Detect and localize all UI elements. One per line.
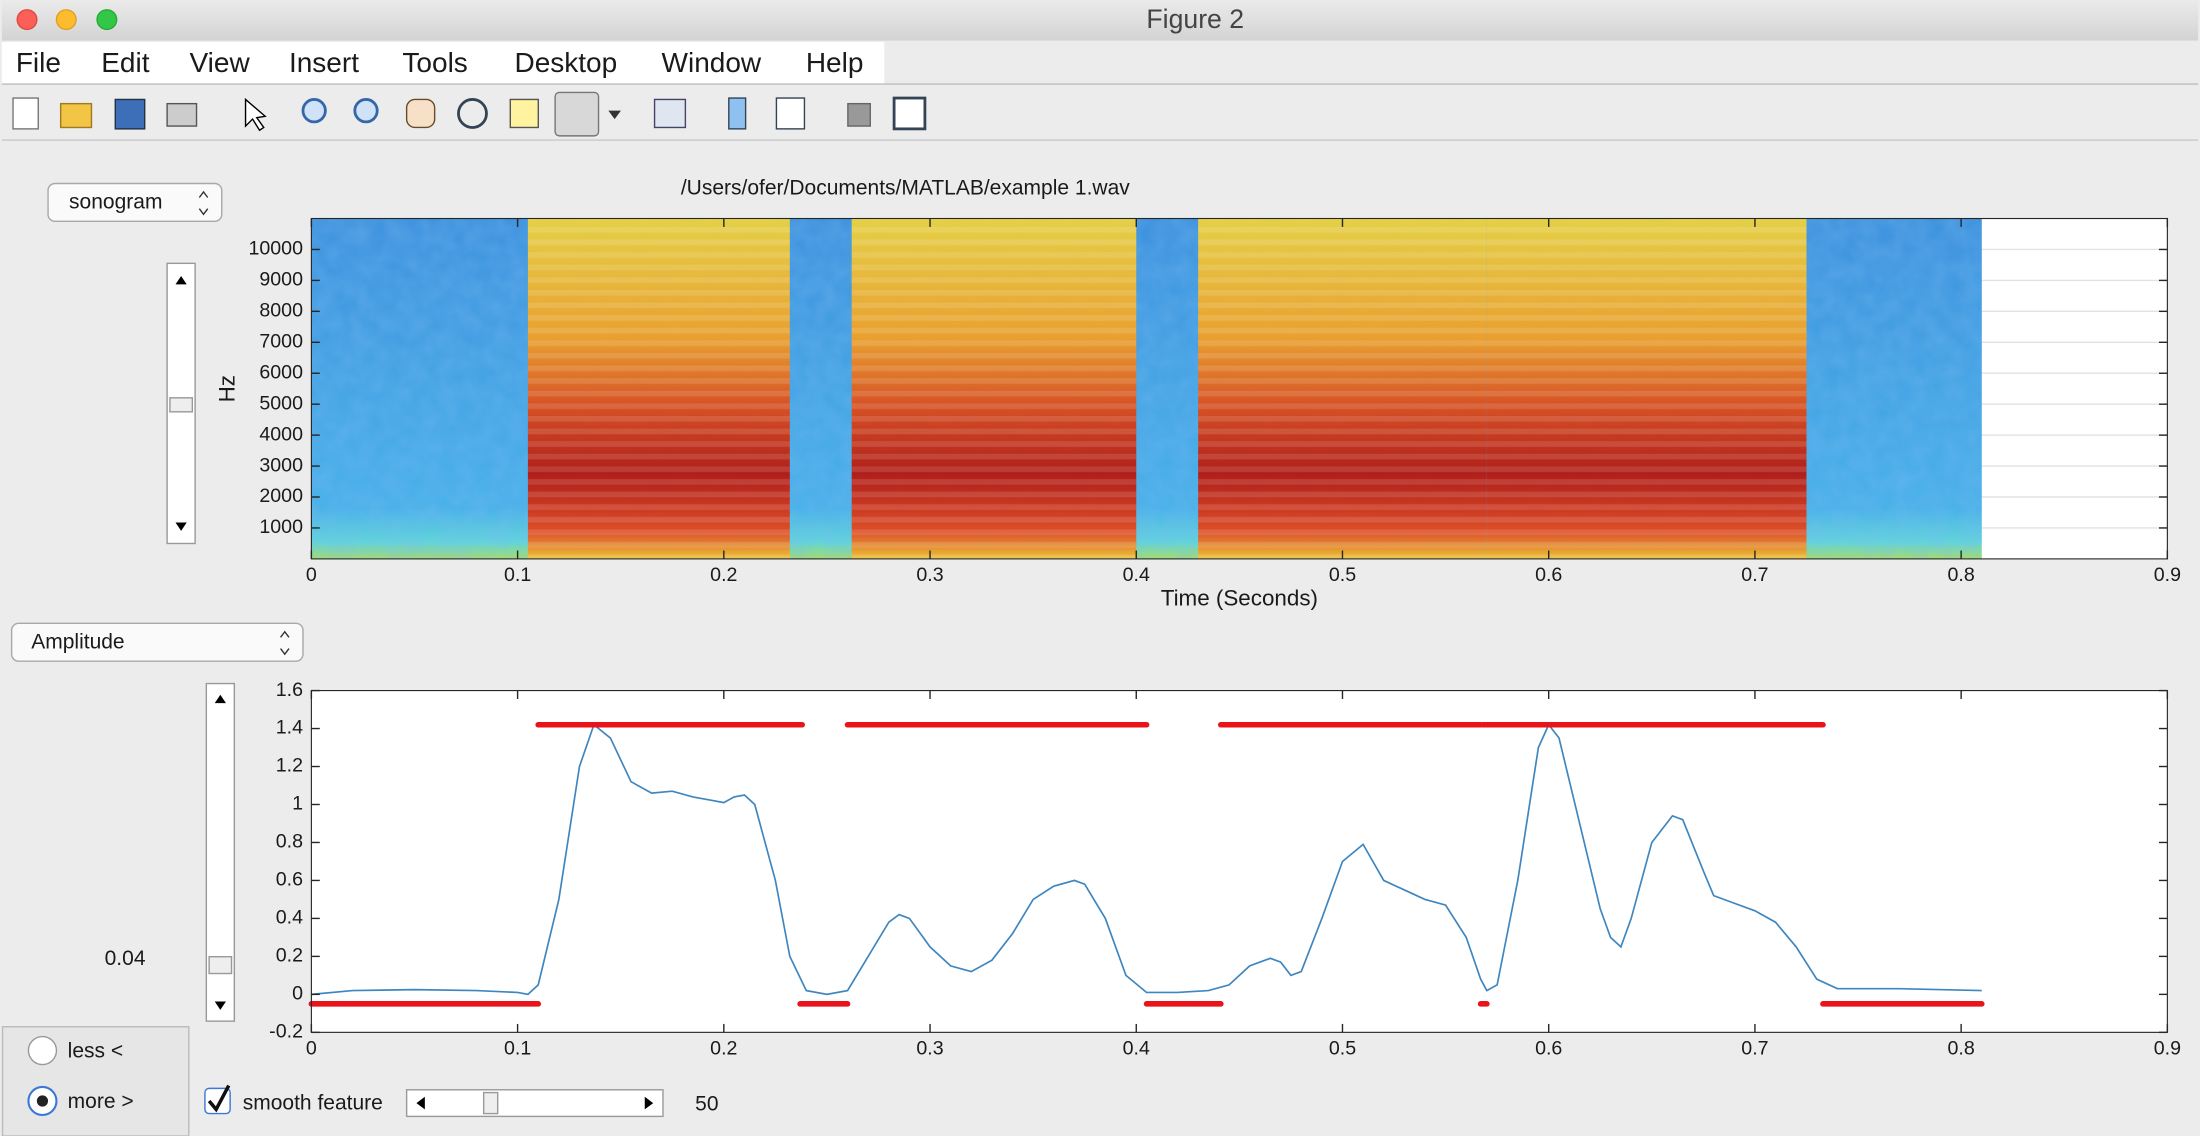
smooth-value: 50 — [695, 1093, 718, 1116]
x-tick-label: 0.8 — [1948, 1037, 1975, 1059]
harmonic-stripes — [1198, 219, 1487, 559]
smooth-slider-thumb[interactable] — [484, 1093, 498, 1114]
harmonic-stripes — [1487, 219, 1807, 559]
x-tick-label: 0.3 — [916, 1037, 943, 1059]
pan-icon[interactable] — [407, 99, 435, 127]
y-tick-label: 1.6 — [276, 679, 303, 701]
smooth-label: smooth feature — [243, 1091, 383, 1114]
y-tick-label: 10000 — [248, 238, 303, 260]
menu-item[interactable]: Window — [662, 47, 762, 78]
y-axis-label: Hz — [215, 375, 240, 402]
menu-item[interactable]: Help — [806, 47, 864, 78]
title-bar — [2, 0, 2198, 41]
axes-background — [311, 691, 2167, 1033]
x-tick-label: 0.2 — [710, 564, 737, 586]
colorbar-icon[interactable] — [729, 98, 746, 129]
zoom-button[interactable] — [97, 10, 117, 30]
window-title: Figure 2 — [1146, 4, 1244, 34]
menu-item[interactable]: Insert — [289, 47, 359, 78]
new-icon[interactable] — [13, 98, 38, 129]
radio-less-label: less < — [68, 1040, 123, 1063]
smooth-slider[interactable] — [407, 1090, 663, 1117]
y-tick-label: 8000 — [259, 300, 303, 322]
y-tick-label: 1.4 — [276, 717, 303, 739]
minimize-button[interactable] — [56, 10, 76, 30]
harmonic-stripes — [528, 219, 790, 559]
y-tick-label: 7000 — [259, 330, 303, 352]
y-tick-label: 1.2 — [276, 755, 303, 777]
menu-item[interactable]: Tools — [402, 47, 467, 78]
x-tick-label: 0.7 — [1741, 1037, 1768, 1059]
y-tick-label: 0.4 — [276, 907, 303, 929]
y-tick-label: 0.6 — [276, 869, 303, 891]
menu-item[interactable]: View — [190, 47, 251, 78]
menu-item[interactable]: Desktop — [514, 47, 617, 78]
legend-icon[interactable] — [776, 98, 804, 129]
menu-item[interactable]: File — [16, 47, 61, 78]
hide-tools-icon[interactable] — [848, 104, 870, 126]
x-tick-label: 0.6 — [1535, 1037, 1562, 1059]
y-tick-label: 0.2 — [276, 945, 303, 967]
x-tick-label: 0.5 — [1329, 564, 1356, 586]
brush-icon[interactable] — [555, 92, 598, 135]
save-icon[interactable] — [115, 99, 144, 128]
x-tick-label: 0.1 — [504, 1037, 531, 1059]
top-popup-label: sonogram — [69, 191, 162, 214]
open-icon[interactable] — [61, 104, 92, 128]
radio-more-label: more > — [68, 1090, 134, 1113]
chart-title: /Users/ofer/Documents/MATLAB/example 1.w… — [681, 177, 1130, 200]
harmonic-stripes — [852, 219, 1137, 559]
link-icon[interactable] — [655, 99, 686, 127]
x-tick-label: 0.3 — [916, 564, 943, 586]
top-slider-thumb[interactable] — [170, 398, 192, 412]
x-tick-label: 0.4 — [1123, 564, 1150, 586]
print-icon[interactable] — [167, 104, 196, 126]
y-tick-label: 3000 — [259, 454, 303, 476]
bottom-slider-thumb[interactable] — [209, 957, 231, 974]
y-tick-label: 2000 — [259, 485, 303, 507]
y-tick-label: 0.8 — [276, 831, 303, 853]
y-tick-label: 1000 — [259, 516, 303, 538]
y-tick-label: 1 — [292, 793, 303, 815]
y-tick-label: 9000 — [259, 269, 303, 291]
threshold-value: 0.04 — [105, 947, 146, 970]
x-tick-label: 0 — [306, 564, 317, 586]
dock-icon[interactable] — [894, 98, 925, 129]
radio-more-dot — [37, 1095, 48, 1106]
x-tick-label: 0.4 — [1123, 1037, 1150, 1059]
bottom-popup-label: Amplitude — [31, 630, 124, 653]
x-tick-label: 0 — [306, 1037, 317, 1059]
data-cursor-icon[interactable] — [510, 99, 538, 127]
x-axis-label: Time (Seconds) — [1161, 585, 1318, 610]
x-tick-label: 0.2 — [710, 1037, 737, 1059]
x-tick-label: 0.9 — [2154, 564, 2181, 586]
y-tick-label: -0.2 — [269, 1021, 303, 1043]
y-tick-label: 5000 — [259, 392, 303, 414]
x-tick-label: 0.7 — [1741, 564, 1768, 586]
x-tick-label: 0.6 — [1535, 564, 1562, 586]
menu-item[interactable]: Edit — [101, 47, 149, 78]
x-tick-label: 0.1 — [504, 564, 531, 586]
x-tick-label: 0.5 — [1329, 1037, 1356, 1059]
zoom-out-icon[interactable] — [355, 99, 377, 121]
y-tick-label: 6000 — [259, 361, 303, 383]
close-button[interactable] — [17, 10, 37, 30]
zoom-in-icon[interactable] — [303, 99, 325, 121]
radio-less[interactable] — [28, 1037, 56, 1065]
x-tick-label: 0.9 — [2154, 1037, 2181, 1059]
y-tick-label: 4000 — [259, 423, 303, 445]
menu: File Edit View Insert Tools Desktop Window Help — [16, 47, 864, 78]
y-tick-label: 0 — [292, 983, 303, 1005]
x-tick-label: 0.8 — [1948, 564, 1975, 586]
